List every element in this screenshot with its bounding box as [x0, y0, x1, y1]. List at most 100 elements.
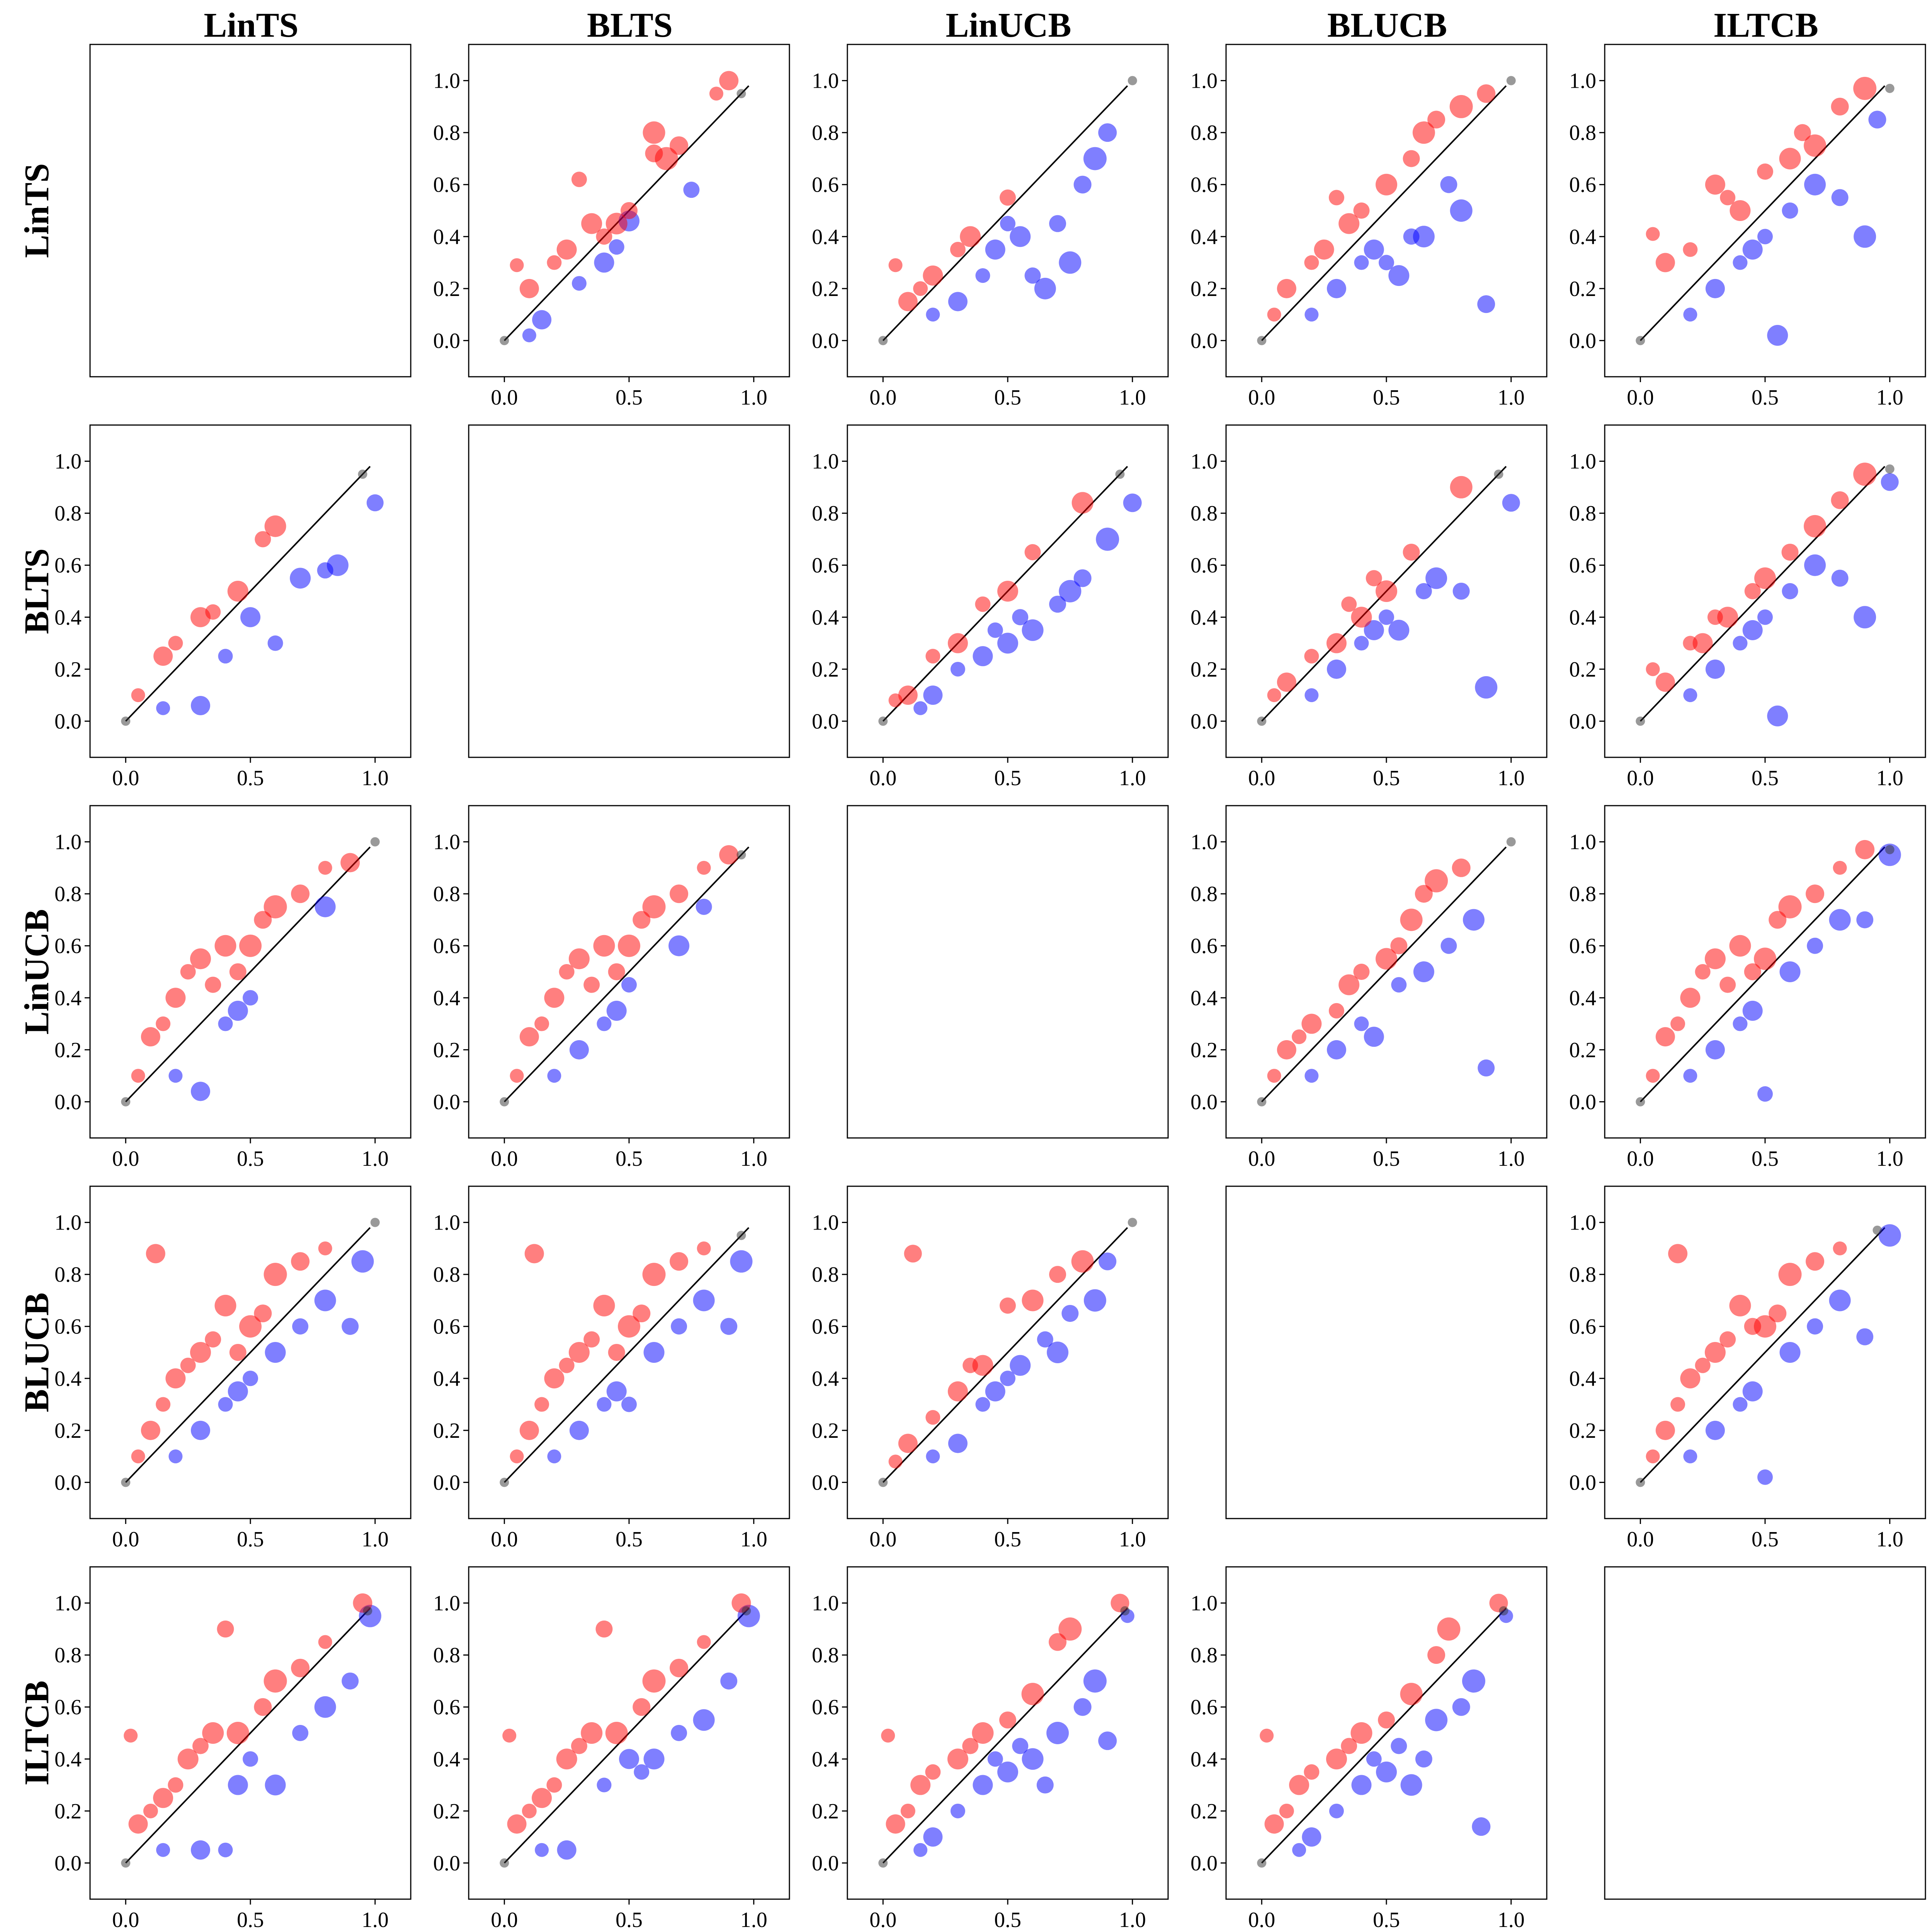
- point-above: [318, 861, 332, 875]
- point-above: [605, 1722, 628, 1744]
- point-below: [1400, 1774, 1422, 1796]
- y-tick-label: 1.0: [1569, 830, 1596, 854]
- point-below: [1000, 216, 1015, 231]
- panel-linucb-vs-lints: 0.0 0.2 0.4 0.6 0.8 1.0 0.0 0.5 1.0: [54, 805, 412, 1171]
- panel-lints-vs-blucb: 0.0 0.2 0.4 0.6 0.8 1.0 0.0 0.5 1.0: [1190, 44, 1548, 410]
- point-above: [1757, 163, 1773, 180]
- point-below: [569, 1420, 589, 1440]
- point-above: [900, 1803, 915, 1818]
- point-above: [960, 226, 981, 247]
- panel-iltcb-vs-iltcb: [1604, 1566, 1926, 1900]
- point-above: [898, 292, 918, 311]
- point-above: [972, 1722, 994, 1744]
- point-above: [1427, 111, 1446, 129]
- point-below: [1683, 308, 1697, 322]
- y-tick-label: 0.6: [1569, 934, 1596, 958]
- y-tick-label: 0.4: [812, 1747, 839, 1771]
- point-above: [318, 1241, 332, 1255]
- point-below: [1767, 705, 1788, 726]
- point-below: [1705, 1040, 1725, 1060]
- point-below: [1742, 1381, 1763, 1401]
- point-below: [327, 554, 349, 576]
- point-below: [1779, 961, 1801, 982]
- point-below: [606, 1381, 627, 1401]
- point-above: [255, 531, 271, 548]
- point-equal: [1885, 83, 1895, 93]
- point-below: [1502, 494, 1520, 512]
- y-tick-label: 0.2: [1190, 658, 1218, 682]
- point-below: [973, 646, 993, 667]
- point-equal: [1257, 336, 1267, 345]
- x-tick-label: 1.0: [740, 1527, 767, 1551]
- row-title-blts: BLTS: [18, 548, 56, 634]
- y-tick-label: 0.6: [54, 554, 82, 578]
- point-above: [975, 596, 991, 612]
- point-above: [1655, 1420, 1675, 1440]
- y-tick-label: 0.6: [433, 173, 460, 197]
- x-tick-label: 0.5: [1373, 766, 1400, 790]
- point-equal: [1120, 1606, 1130, 1616]
- y-tick-label: 0.2: [433, 1419, 460, 1443]
- point-above: [1264, 1814, 1284, 1834]
- point-below: [1878, 844, 1901, 866]
- point-below: [913, 701, 928, 715]
- point-above: [581, 213, 602, 234]
- x-tick-label: 1.0: [740, 386, 767, 410]
- point-above: [697, 1241, 711, 1255]
- y-tick-label: 0.2: [812, 277, 839, 301]
- point-above: [1655, 672, 1675, 692]
- point-below: [190, 1420, 210, 1440]
- point-above: [1415, 885, 1433, 903]
- point-equal: [1494, 469, 1503, 479]
- point-above: [1769, 911, 1787, 929]
- point-below: [597, 1016, 612, 1031]
- point-above: [881, 1728, 895, 1743]
- y-tick-label: 0.8: [812, 502, 839, 526]
- point-below: [532, 310, 552, 330]
- reference-line: [1639, 85, 1886, 341]
- panel-blucb-vs-blts: 0.0 0.2 0.4 0.6 0.8 1.0 0.0 0.5 1.0: [433, 1185, 790, 1551]
- x-tick-label: 0.5: [1752, 766, 1779, 790]
- point-below: [569, 1040, 589, 1060]
- point-below: [693, 1289, 715, 1311]
- point-below: [1049, 595, 1066, 613]
- point-above: [962, 1738, 979, 1754]
- y-tick-label: 0.0: [1190, 709, 1218, 733]
- panel-iltcb-vs-blts: 0.0 0.2 0.4 0.6 0.8 1.0 0.0 0.5 1.0: [433, 1566, 790, 1932]
- x-tick-label: 0.5: [994, 1908, 1021, 1932]
- point-above: [1376, 173, 1397, 196]
- point-below: [1037, 1331, 1053, 1348]
- point-below: [1034, 277, 1056, 299]
- point-below: [1073, 569, 1092, 587]
- point-below: [1046, 1722, 1069, 1744]
- panel-blts-vs-lints: 0.0 0.2 0.4 0.6 0.8 1.0 0.0 0.5 1.0: [54, 424, 412, 790]
- point-below: [265, 1774, 286, 1796]
- y-tick-label: 0.4: [433, 986, 460, 1010]
- y-tick-label: 0.4: [1569, 605, 1596, 629]
- x-tick-label: 0.5: [994, 386, 1021, 410]
- y-tick-label: 0.0: [433, 329, 460, 353]
- point-above: [923, 265, 943, 286]
- point-below: [1059, 580, 1082, 602]
- point-equal: [121, 716, 131, 726]
- point-above: [131, 688, 145, 702]
- point-above: [1692, 633, 1713, 653]
- point-below: [243, 1751, 258, 1767]
- point-below: [218, 1016, 233, 1031]
- point-below: [1733, 1397, 1748, 1412]
- y-tick-label: 1.0: [1569, 1211, 1596, 1235]
- point-above: [972, 1355, 993, 1376]
- point-above: [633, 1698, 651, 1716]
- point-above: [510, 1449, 524, 1464]
- point-below: [1098, 123, 1117, 142]
- point-equal: [358, 469, 367, 479]
- point-below: [1477, 295, 1495, 313]
- point-below: [1757, 609, 1773, 625]
- point-below: [1733, 1016, 1748, 1031]
- point-below: [1452, 583, 1470, 600]
- point-above: [1403, 544, 1420, 561]
- point-above: [1000, 1297, 1016, 1314]
- point-below: [1829, 909, 1851, 931]
- y-tick-label: 0.4: [812, 1367, 839, 1391]
- point-above: [1719, 976, 1736, 993]
